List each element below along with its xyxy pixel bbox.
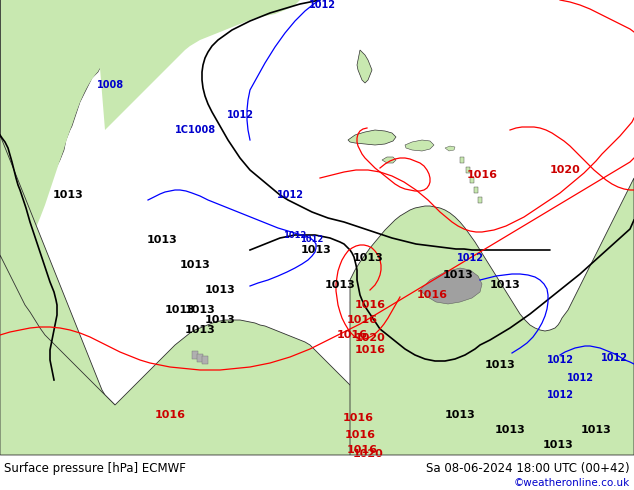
- Text: 1013: 1013: [543, 440, 573, 450]
- Text: 1016: 1016: [155, 410, 186, 420]
- Text: 1016: 1016: [417, 290, 448, 300]
- Text: 1013: 1013: [443, 270, 474, 280]
- Polygon shape: [0, 0, 300, 298]
- Polygon shape: [0, 0, 165, 455]
- Text: 1013: 1013: [301, 245, 332, 255]
- Text: 1013: 1013: [581, 425, 611, 435]
- Text: 1012: 1012: [283, 230, 307, 240]
- Text: 1013: 1013: [489, 280, 521, 290]
- Text: 1013: 1013: [325, 280, 356, 290]
- Text: 1016: 1016: [347, 445, 377, 455]
- Text: 1013: 1013: [353, 253, 384, 263]
- Text: 1013: 1013: [184, 305, 216, 315]
- Text: 1013: 1013: [179, 260, 210, 270]
- Polygon shape: [0, 65, 25, 165]
- Text: 1016: 1016: [354, 345, 385, 355]
- Polygon shape: [445, 146, 455, 151]
- Text: 1016: 1016: [342, 413, 373, 423]
- Text: 1013: 1013: [484, 360, 515, 370]
- Text: 1012: 1012: [301, 236, 324, 245]
- Polygon shape: [420, 268, 482, 304]
- Text: 1020: 1020: [550, 165, 580, 175]
- Text: 1013: 1013: [444, 410, 476, 420]
- Text: 1013: 1013: [184, 325, 216, 335]
- Polygon shape: [405, 140, 434, 151]
- Polygon shape: [348, 130, 396, 145]
- Text: 1020: 1020: [354, 333, 385, 343]
- Polygon shape: [197, 354, 203, 362]
- Text: 1016: 1016: [344, 430, 375, 440]
- Text: 1013: 1013: [205, 315, 235, 325]
- Polygon shape: [350, 178, 634, 455]
- Polygon shape: [0, 0, 32, 180]
- Polygon shape: [0, 0, 160, 298]
- Polygon shape: [357, 50, 372, 83]
- Polygon shape: [470, 177, 474, 183]
- Text: 1016: 1016: [347, 315, 377, 325]
- Text: Surface pressure [hPa] ECMWF: Surface pressure [hPa] ECMWF: [4, 462, 186, 474]
- Text: 1013: 1013: [495, 425, 526, 435]
- Text: 1020: 1020: [353, 449, 384, 459]
- Polygon shape: [382, 157, 396, 163]
- Text: 1016: 1016: [337, 330, 368, 340]
- Text: 1012: 1012: [226, 110, 254, 120]
- Text: 1013: 1013: [165, 305, 195, 315]
- Text: 1013: 1013: [146, 235, 178, 245]
- Text: 1008: 1008: [96, 80, 124, 90]
- Text: 1C1008: 1C1008: [174, 125, 216, 135]
- Polygon shape: [0, 255, 420, 455]
- Polygon shape: [474, 187, 478, 193]
- Text: 1016: 1016: [467, 170, 498, 180]
- Text: 1012: 1012: [276, 190, 304, 200]
- Text: 1013: 1013: [205, 285, 235, 295]
- Text: 1016: 1016: [354, 300, 385, 310]
- Text: 1013: 1013: [53, 190, 84, 200]
- Polygon shape: [478, 197, 482, 203]
- Text: 1012: 1012: [547, 355, 574, 365]
- Text: 1012: 1012: [456, 253, 484, 263]
- Text: ©weatheronline.co.uk: ©weatheronline.co.uk: [514, 478, 630, 488]
- Polygon shape: [460, 157, 464, 163]
- Text: 1012: 1012: [309, 0, 335, 10]
- Text: 1012: 1012: [600, 353, 628, 363]
- Polygon shape: [202, 356, 208, 364]
- Polygon shape: [192, 351, 198, 359]
- Text: 1012: 1012: [547, 390, 574, 400]
- Text: 1012: 1012: [567, 373, 593, 383]
- Text: Sa 08-06-2024 18:00 UTC (00+42): Sa 08-06-2024 18:00 UTC (00+42): [427, 462, 630, 474]
- Polygon shape: [466, 167, 470, 173]
